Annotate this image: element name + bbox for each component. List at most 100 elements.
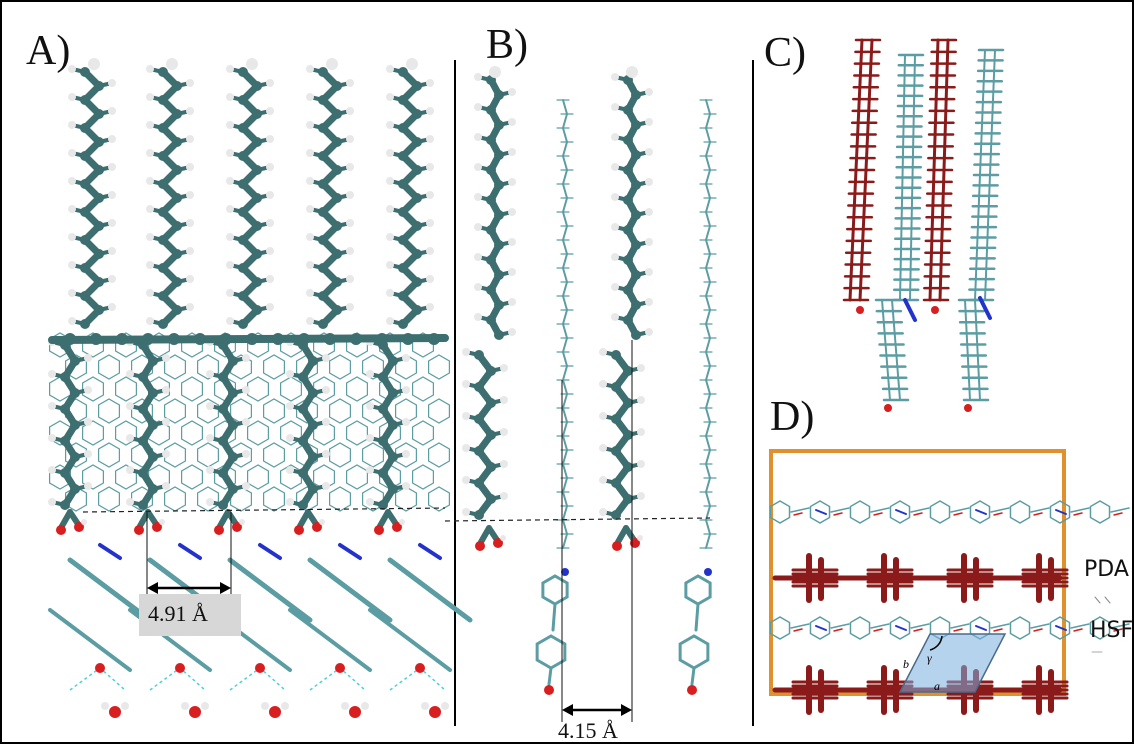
carbon-atom: [94, 137, 104, 147]
carbon-atom: [238, 291, 248, 301]
backbone-atom: [142, 333, 154, 345]
carbon-atom: [172, 249, 182, 259]
hydrogen-atom: [426, 163, 434, 171]
water-oxygen: [109, 706, 121, 718]
ring-link: [551, 602, 557, 632]
carboxyl-bond: [67, 509, 81, 527]
aromatic-ring: [247, 376, 269, 402]
oxygen-atom: [232, 522, 242, 532]
backbone-atom: [116, 333, 128, 345]
carbon-atom: [623, 225, 633, 235]
aromatic-ring: [197, 354, 219, 380]
wire-bond: [562, 407, 568, 423]
hydrogen-atom: [386, 65, 394, 73]
hydrogen-atom: [306, 177, 314, 185]
carbon-atom: [611, 478, 621, 488]
hydrogen-atom: [306, 149, 314, 157]
carbon-atom: [238, 319, 248, 329]
aromatic-ring: [329, 354, 351, 380]
carbon-atom: [238, 151, 248, 161]
carbon-atom: [94, 277, 104, 287]
aromatic-ring: [247, 464, 269, 490]
hydrogen-atom: [186, 163, 194, 171]
aromatic-ring: [181, 376, 203, 402]
carbon-atom: [486, 462, 496, 472]
hydrogen-atom: [242, 354, 250, 362]
carbon-atom: [398, 179, 408, 189]
oxygen-bond: [1033, 512, 1043, 516]
carbon-atom: [148, 356, 158, 366]
carbon-atom: [172, 109, 182, 119]
aromatic-ring: [197, 486, 219, 512]
hydrogen-atom: [226, 289, 234, 297]
hydrogen-atom: [84, 450, 92, 458]
hydrogen-atom: [146, 317, 154, 325]
hydrogen-atom: [266, 135, 274, 143]
aromatic-ring: [1049, 500, 1071, 524]
oxygen-atom: [152, 522, 162, 532]
oxygen-atom: [964, 404, 972, 412]
hydrogen-atom: [146, 177, 154, 185]
hydrogen-atom: [242, 418, 250, 426]
carbon-atom: [623, 462, 633, 472]
carbon-atom: [486, 315, 496, 325]
hydrogen-atom: [346, 191, 354, 199]
carbon-atom: [486, 494, 496, 504]
hydrogen-atom: [322, 386, 330, 394]
carbon-atom: [308, 452, 318, 462]
hydrogen-atom: [645, 238, 653, 246]
hydrogen-atom: [266, 163, 274, 171]
carbon-atom: [94, 193, 104, 203]
hydrogen-atom: [474, 193, 482, 201]
wire-bond: [562, 449, 568, 465]
hydrogen-atom: [108, 79, 116, 87]
carbon-atom: [228, 484, 238, 494]
hydrogen-atom: [500, 428, 508, 436]
hydrogen-atom: [462, 380, 470, 388]
carbon-atom: [494, 120, 504, 130]
oxygen-bond: [1073, 512, 1083, 516]
oxygen-bond: [873, 628, 883, 632]
water-oxygen: [429, 706, 441, 718]
oxygen-bond: [953, 512, 963, 516]
nitrogen-atom: [704, 568, 712, 576]
carbon-atom: [631, 120, 641, 130]
wire-bond: [705, 421, 711, 437]
hydrogen-atom: [599, 508, 607, 516]
water-oxygen: [269, 706, 281, 718]
wire-bond: [562, 519, 568, 535]
hydrogen-atom: [146, 205, 154, 213]
carboxyl-bond: [486, 525, 500, 543]
carbon-atom: [631, 150, 641, 160]
hydrogen-atom: [426, 247, 434, 255]
oxygen-atom: [544, 685, 554, 695]
ladder-rail: [891, 299, 901, 401]
panel-a-distance-box: [139, 594, 241, 636]
hydrogen-atom: [645, 268, 653, 276]
carbon-atom: [332, 249, 342, 259]
aromatic-ring: [181, 464, 203, 490]
aromatic-ring: [296, 398, 318, 424]
hsf-link: [950, 507, 970, 513]
hydrogen-atom: [346, 107, 354, 115]
panel-d-structure: a b γ: [769, 449, 1130, 715]
carbon-atom: [228, 388, 238, 398]
hsf-link: [990, 507, 1010, 513]
carbon-atom: [631, 330, 641, 340]
hydrogen-atom: [386, 289, 394, 297]
wire-bond: [705, 477, 711, 493]
hydrogen-atom: [146, 121, 154, 129]
terminal-hydrogen: [489, 66, 501, 78]
carbon-atom: [238, 235, 248, 245]
hydrogen-atom: [637, 492, 645, 500]
carbon-atom: [252, 165, 262, 175]
carbon-atom: [486, 105, 496, 115]
carbon-atom: [398, 123, 408, 133]
panel-a-arrowhead-right: [220, 582, 231, 594]
hydrogen-atom: [322, 418, 330, 426]
carbon-atom: [238, 263, 248, 273]
water-oxygen: [189, 706, 201, 718]
carbon-atom: [412, 305, 422, 315]
